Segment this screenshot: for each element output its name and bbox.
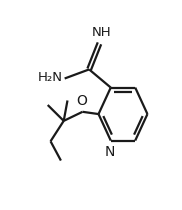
Text: H₂N: H₂N bbox=[38, 71, 63, 84]
Text: N: N bbox=[105, 145, 115, 159]
Text: O: O bbox=[76, 94, 87, 108]
Text: NH: NH bbox=[92, 26, 112, 39]
